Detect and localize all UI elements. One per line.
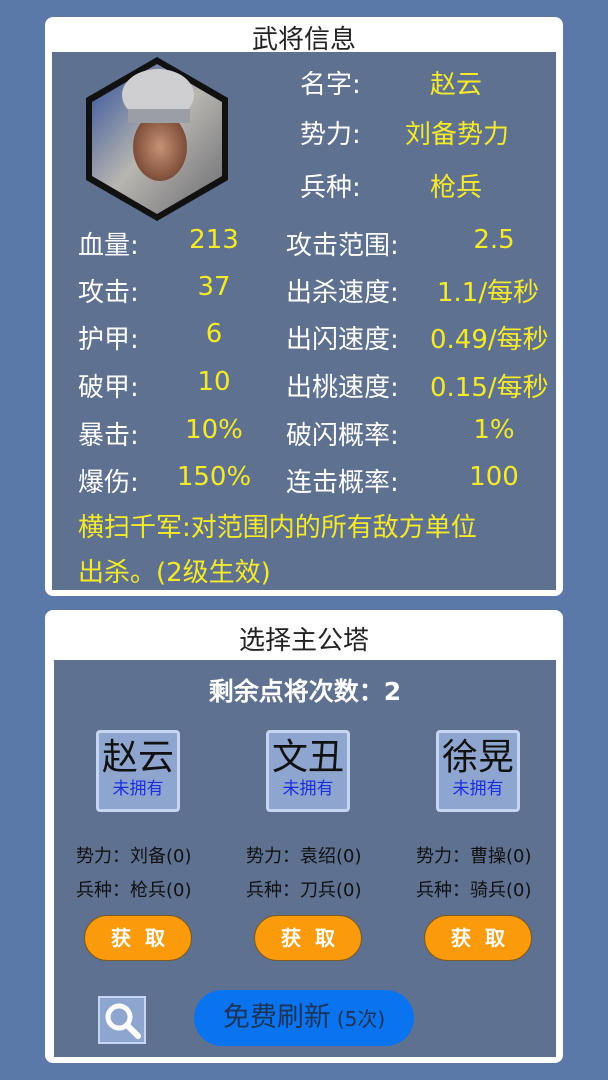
hero-faction: 势力：袁绍(0)	[246, 846, 362, 867]
skill-description-line1: 横扫千军:对范围内的所有敌方单位	[78, 513, 477, 543]
stat-value: 1%	[473, 415, 515, 445]
stat-label: 破闪概率:	[286, 421, 399, 451]
hero-card[interactable]: 文丑 未拥有	[266, 730, 350, 812]
hero-name: 文丑	[271, 737, 344, 778]
general-portrait	[86, 57, 228, 221]
hero-card[interactable]: 徐晃 未拥有	[436, 730, 520, 812]
stat-value: 1.1/每秒	[437, 278, 540, 308]
select-tower-title: 选择主公塔	[238, 626, 369, 656]
troop-label: 兵种:	[300, 173, 361, 203]
stat-value: 213	[189, 225, 239, 255]
general-info-title: 武将信息	[251, 25, 356, 55]
hero-faction: 势力：曹操(0)	[416, 846, 532, 867]
stat-label: 攻击:	[78, 278, 139, 308]
stat-label: 破甲:	[78, 373, 139, 403]
select-tower-panel: 剩余点将次数：2 赵云 未拥有 势力：刘备(0) 兵种：枪兵(0) 获取 文丑 …	[54, 660, 556, 1057]
search-button[interactable]	[98, 996, 146, 1044]
hero-faction: 势力：刘备(0)	[76, 846, 192, 867]
stat-label: 血量:	[78, 231, 139, 261]
get-hero-button[interactable]: 获取	[254, 915, 362, 961]
general-info-card: 武将信息 名字: 赵云 势力: 刘备势力 兵种: 枪兵 血量: 213 攻击: 3…	[45, 17, 563, 596]
stat-value: 6	[205, 319, 223, 349]
stat-label: 暴击:	[78, 421, 139, 451]
get-hero-button[interactable]: 获取	[424, 915, 532, 961]
stat-label: 爆伤:	[78, 468, 139, 498]
stat-value: 10	[197, 367, 231, 397]
stat-value: 2.5	[473, 225, 515, 255]
faction-value: 刘备势力	[404, 120, 509, 150]
hero-troop: 兵种：骑兵(0)	[416, 880, 532, 901]
stat-value: 150%	[176, 462, 252, 492]
free-refresh-button[interactable]: 免费刷新 (5次)	[194, 990, 414, 1046]
stat-value: 0.49/每秒	[430, 325, 549, 355]
hero-name: 徐晃	[441, 737, 514, 778]
general-info-panel: 名字: 赵云 势力: 刘备势力 兵种: 枪兵 血量: 213 攻击: 37 护甲: …	[52, 52, 556, 590]
stat-label: 攻击范围:	[286, 231, 399, 261]
hero-troop: 兵种：刀兵(0)	[246, 880, 362, 901]
skill-description-line2: 出杀。(2级生效)	[78, 558, 271, 588]
hero-owned-status: 未拥有	[282, 779, 334, 799]
stat-label: 出闪速度:	[286, 325, 399, 355]
stat-value: 0.15/每秒	[430, 373, 549, 403]
stat-label: 连击概率:	[286, 468, 399, 498]
search-icon	[105, 1003, 141, 1039]
free-refresh-label: 免费刷新	[222, 1002, 331, 1033]
name-label: 名字:	[300, 70, 361, 100]
get-hero-button[interactable]: 获取	[84, 915, 192, 961]
hero-owned-status: 未拥有	[452, 779, 504, 799]
stat-label: 护甲:	[78, 325, 139, 355]
stat-value: 37	[197, 272, 231, 302]
stat-value: 10%	[185, 415, 243, 445]
hero-owned-status: 未拥有	[112, 779, 164, 799]
troop-value: 枪兵	[429, 173, 482, 203]
select-tower-card: 选择主公塔 剩余点将次数：2 赵云 未拥有 势力：刘备(0) 兵种：枪兵(0) …	[45, 610, 563, 1063]
stat-label: 出桃速度:	[286, 373, 399, 403]
name-value: 赵云	[429, 70, 482, 100]
refresh-count: (5次)	[336, 1007, 386, 1031]
hero-name: 赵云	[101, 737, 174, 778]
hero-card[interactable]: 赵云 未拥有	[96, 730, 180, 812]
remaining-draws: 剩余点将次数：2	[208, 677, 402, 706]
stat-value: 100	[469, 462, 519, 492]
faction-label: 势力:	[300, 120, 361, 150]
stat-label: 出杀速度:	[286, 278, 399, 308]
hero-troop: 兵种：枪兵(0)	[76, 880, 192, 901]
